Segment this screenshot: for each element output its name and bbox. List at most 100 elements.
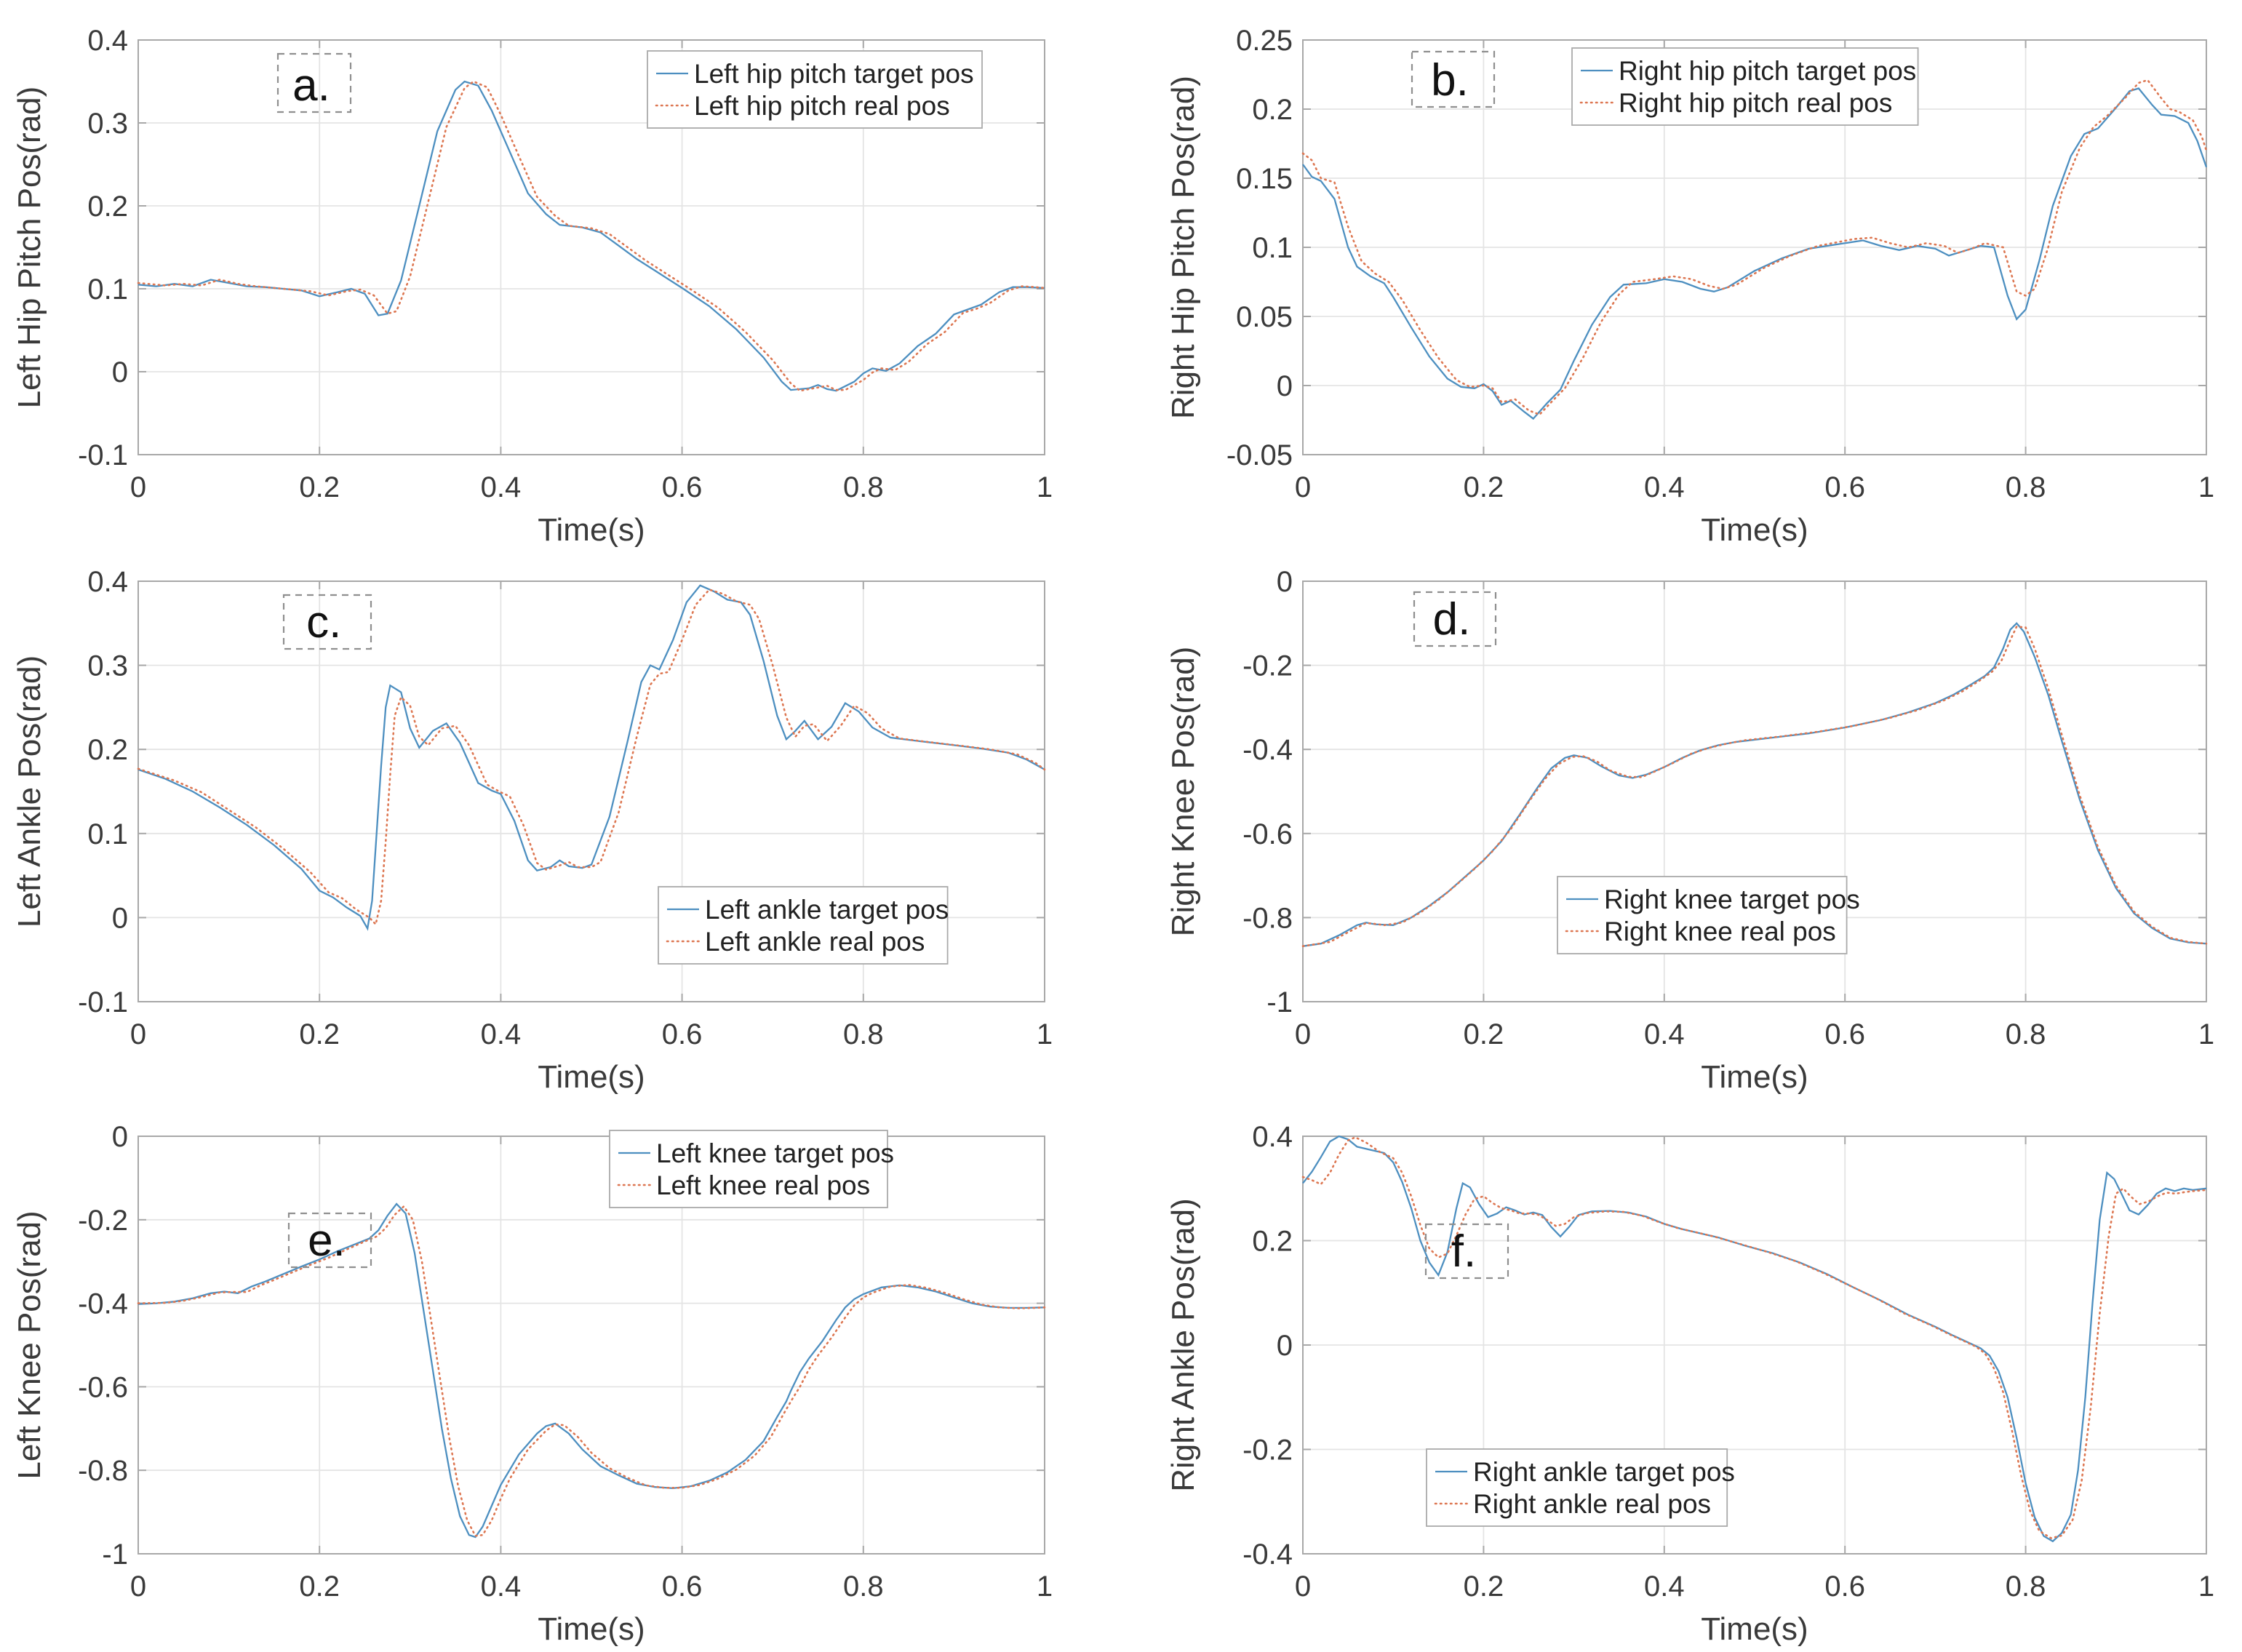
svg-text:0.4: 0.4 xyxy=(87,25,128,57)
legend-label-right-hip-pitch-real-pos: Right hip pitch real pos xyxy=(1619,88,1892,118)
svg-text:0.6: 0.6 xyxy=(662,471,703,503)
legend-label-right-ankle-real-pos: Right ankle real pos xyxy=(1473,1489,1711,1519)
svg-text:0.2: 0.2 xyxy=(1252,94,1293,126)
svg-text:-0.4: -0.4 xyxy=(1242,734,1293,766)
x-tick-labels-e: 0 0.2 0.4 0.6 0.8 1 xyxy=(130,1571,1053,1603)
svg-text:0.25: 0.25 xyxy=(1236,25,1293,57)
series-left-ankle-real-pos xyxy=(137,588,1046,927)
legend-label-right-knee-real-pos: Right knee real pos xyxy=(1604,917,1836,946)
x-axis-label-d: Time(s) xyxy=(1701,1059,1808,1095)
y-axis-label-a: Left Hip Pitch Pos(rad) xyxy=(12,87,47,409)
svg-text:0.2: 0.2 xyxy=(87,191,128,223)
svg-text:1: 1 xyxy=(1037,1018,1053,1050)
svg-text:-0.1: -0.1 xyxy=(78,439,128,471)
axes-box-a xyxy=(137,39,1045,455)
series-right-hip-pitch-target-pos xyxy=(1302,87,2208,420)
svg-text:0.05: 0.05 xyxy=(1236,301,1293,333)
legend-label-right-ankle-target-pos: Right ankle target pos xyxy=(1473,1457,1735,1487)
subplot-right-knee: 0 0.2 0.4 0.6 0.8 1 -1 -0.8 -0.6 -0.4 -0.2 0 Time(s)… xyxy=(1121,551,2242,1101)
svg-text:-0.6: -0.6 xyxy=(1242,818,1293,850)
x-tick-labels-f: 0 0.2 0.4 0.6 0.8 1 xyxy=(1295,1571,2214,1603)
svg-text:0: 0 xyxy=(1277,370,1293,402)
y-axis-label-b: Right Hip Pitch Pos(rad) xyxy=(1165,76,1201,419)
legend-label-left-ankle-real-pos: Left ankle real pos xyxy=(705,927,925,957)
svg-text:0.4: 0.4 xyxy=(1644,1571,1685,1603)
chart-canvas-f: 0 0.2 0.4 0.6 0.8 1 -0.4 -0.2 0 0.2 0.4 Time(s) Righ… xyxy=(1165,1121,2214,1647)
svg-text:0.6: 0.6 xyxy=(1824,1571,1865,1603)
legend-d: Right knee target pos Right knee real pos xyxy=(1557,876,1860,954)
legend-label-right-knee-target-pos: Right knee target pos xyxy=(1604,885,1860,914)
legend-label-left-hip-pitch-target-pos: Left hip pitch target pos xyxy=(694,59,974,89)
svg-text:0.2: 0.2 xyxy=(1252,1226,1293,1258)
svg-text:0.4: 0.4 xyxy=(481,1571,522,1603)
legend-box-f xyxy=(1426,1448,1728,1527)
x-axis-label-f: Time(s) xyxy=(1701,1611,1808,1647)
svg-text:0.6: 0.6 xyxy=(662,1571,703,1603)
x-tick-labels-a: 0 0.2 0.4 0.6 0.8 1 xyxy=(130,471,1053,503)
x-axis-label-c: Time(s) xyxy=(538,1059,645,1095)
panel-letter-c: c. xyxy=(306,597,341,647)
subplot-left-hip-pitch: 0 0.2 0.4 0.6 0.8 1 -0.1 0 0.1 0.2 0.3 0.4 Time(s) Le… xyxy=(0,0,1121,551)
svg-text:0.15: 0.15 xyxy=(1236,163,1293,195)
x-tick-labels-d: 0 0.2 0.4 0.6 0.8 1 xyxy=(1295,1018,2214,1050)
y-tick-labels-c: -0.1 0 0.1 0.2 0.3 0.4 xyxy=(78,566,128,1018)
svg-text:0.3: 0.3 xyxy=(87,650,128,682)
svg-text:0.8: 0.8 xyxy=(2006,1571,2046,1603)
tick-marks-b xyxy=(1302,39,2207,455)
chart-canvas-a: 0 0.2 0.4 0.6 0.8 1-0.100.10.20.30.4Time(s)Le… xyxy=(12,25,1053,548)
legend-box-a xyxy=(647,50,983,129)
svg-text:1: 1 xyxy=(2198,1571,2214,1603)
svg-text:-0.4: -0.4 xyxy=(78,1288,128,1320)
svg-text:1: 1 xyxy=(1037,1571,1053,1603)
series-right-ankle-target-pos xyxy=(1302,1135,2207,1543)
subplot-left-knee: 0 0.2 0.4 0.6 0.8 1 -1 -0.8 -0.6 -0.4 -0.2 0 Time(s)… xyxy=(0,1101,1121,1652)
svg-text:0.4: 0.4 xyxy=(1644,471,1685,503)
svg-text:0.4: 0.4 xyxy=(481,1018,522,1050)
gridlines-e xyxy=(138,1136,1045,1554)
series-left-knee-target-pos xyxy=(137,1202,1045,1539)
svg-text:0.8: 0.8 xyxy=(2006,471,2046,503)
series-right-hip-pitch-real-pos xyxy=(1301,79,2208,416)
y-axis-label-e: Left Knee Pos(rad) xyxy=(12,1210,47,1479)
panel-letter-box-e xyxy=(287,1212,372,1269)
svg-text:-0.4: -0.4 xyxy=(1242,1539,1293,1571)
y-tick-labels-d: -1 -0.8 -0.6 -0.4 -0.2 0 xyxy=(1242,566,1293,1018)
legend-label-right-hip-pitch-target-pos: Right hip pitch target pos xyxy=(1619,56,1916,86)
panel-letter-f: f. xyxy=(1451,1226,1476,1277)
chart-canvas-e: 0 0.2 0.4 0.6 0.8 1 -1 -0.8 -0.6 -0.4 -0.2 0 Time(s)… xyxy=(12,1121,1053,1647)
svg-text:0.8: 0.8 xyxy=(843,471,884,503)
svg-text:0.1: 0.1 xyxy=(1252,232,1293,264)
svg-text:0: 0 xyxy=(130,471,146,503)
y-axis-label-f: Right Ankle Pos(rad) xyxy=(1165,1198,1201,1492)
svg-text:-0.1: -0.1 xyxy=(78,986,128,1018)
svg-text:0.1: 0.1 xyxy=(87,818,128,850)
svg-text:-0.8: -0.8 xyxy=(78,1455,128,1487)
svg-text:0: 0 xyxy=(112,1121,128,1153)
svg-text:0.2: 0.2 xyxy=(1464,1018,1504,1050)
legend-label-left-hip-pitch-real-pos: Left hip pitch real pos xyxy=(694,91,950,121)
tick-marks-a xyxy=(137,39,1045,455)
svg-text:0.4: 0.4 xyxy=(1252,1121,1293,1153)
panel-letter-box-a xyxy=(276,52,352,113)
y-tick-labels-a: -0.1 0 0.1 0.2 0.3 0.4 xyxy=(78,25,128,471)
panel-letter-box-f xyxy=(1424,1223,1509,1280)
svg-text:0: 0 xyxy=(130,1571,146,1603)
chart-canvas-c: 0 0.2 0.4 0.6 0.8 1-0.100.10.20.30.4Time(s)Le… xyxy=(12,566,1053,1095)
svg-text:0.4: 0.4 xyxy=(1644,1018,1685,1050)
svg-text:-1: -1 xyxy=(1266,986,1293,1018)
svg-text:0.2: 0.2 xyxy=(299,1018,340,1050)
series-right-knee-real-pos xyxy=(1301,626,2208,948)
svg-text:0.2: 0.2 xyxy=(87,734,128,766)
series-right-knee-target-pos xyxy=(1302,622,2207,947)
svg-text:-0.2: -0.2 xyxy=(1242,1434,1293,1467)
svg-text:0.6: 0.6 xyxy=(1824,471,1865,503)
svg-text:-0.6: -0.6 xyxy=(78,1371,128,1403)
svg-text:-0.8: -0.8 xyxy=(1242,902,1293,934)
svg-text:0.6: 0.6 xyxy=(1824,1018,1865,1050)
